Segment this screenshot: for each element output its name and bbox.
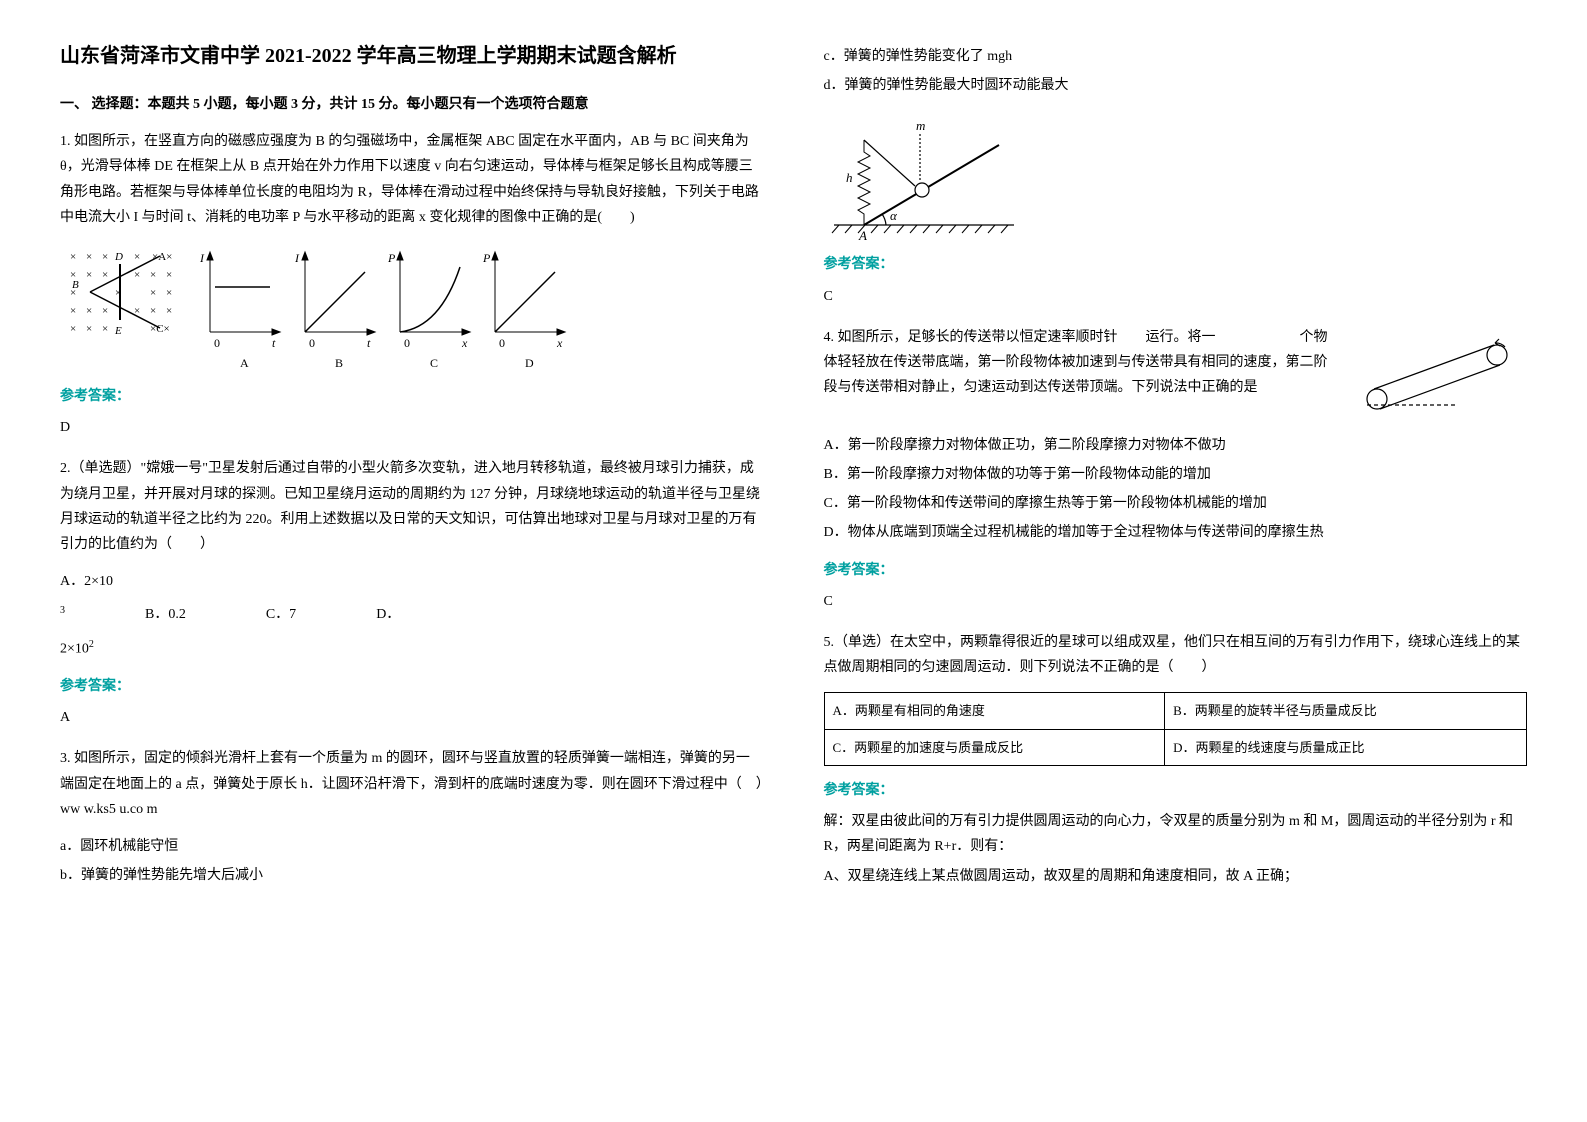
q5-solution-2: A、双星绕连线上某点做圆周运动，故双星的周期和角速度相同，故 A 正确； (824, 864, 1528, 889)
svg-text:x: x (556, 336, 563, 350)
svg-text:B: B (335, 356, 343, 370)
question-2: 2.（单选题）"嫦娥一号"卫星发射后通过自带的小型火箭多次变轨，进入地月转移轨道… (60, 456, 764, 557)
svg-text:C: C (430, 356, 438, 370)
q5-cell-D: D．两颗星的线速度与质量成正比 (1165, 729, 1527, 765)
q4-answer-label: 参考答案： (824, 558, 1528, 583)
svg-text:×: × (102, 251, 108, 263)
q2-answer-label: 参考答案： (60, 674, 764, 699)
svg-text:×: × (166, 287, 172, 299)
question-5: 5.（单选）在太空中，两颗靠得很近的星球可以组成双星，他们只在相互间的万有引力作… (824, 630, 1528, 680)
svg-text:×A×: ×A× (152, 251, 172, 263)
q1-diagram: ×××××A× ×××××× ×××× ×××××× ××××C× B D E … (60, 242, 580, 372)
q2-options-row: 3 B．0.2 C．7 D． (60, 602, 764, 628)
svg-text:×: × (86, 305, 92, 317)
svg-text:×: × (86, 323, 92, 335)
svg-text:×: × (102, 323, 108, 335)
svg-text:×: × (150, 287, 156, 299)
q3-opt-a: a．圆环机械能守恒 (60, 834, 764, 859)
svg-text:t: t (367, 336, 371, 350)
q2-optA-text: A．2×10 (60, 574, 113, 589)
svg-text:α: α (890, 208, 898, 223)
q5-cell-B: B．两颗星的旋转半径与质量成反比 (1165, 693, 1527, 729)
q3-diagram: m h α A (824, 110, 1024, 240)
svg-text:A: A (240, 356, 249, 370)
svg-text:×: × (134, 251, 140, 263)
q2-optD2-sup: 2 (89, 639, 94, 650)
svg-text:D: D (525, 356, 534, 370)
question-1: 1. 如图所示，在竖直方向的磁感应强度为 B 的匀强磁场中，金属框架 ABC 固… (60, 129, 764, 230)
q5-solution-1: 解：双星由彼此间的万有引力提供圆周运动的向心力，令双星的质量分别为 m 和 M，… (824, 809, 1528, 859)
q3-answer: C (824, 284, 1528, 309)
svg-text:×: × (102, 269, 108, 281)
svg-text:I: I (199, 251, 205, 265)
q5-cell-C-text: 两颗星的加速度与质量成反比 (854, 740, 1023, 755)
right-column: c．弹簧的弹性势能变化了 mgh d．弹簧的弹性势能最大时圆环动能最大 m (824, 40, 1528, 893)
svg-text:P: P (482, 251, 491, 265)
svg-text:x: x (461, 336, 468, 350)
q2-optD-cont: 2×102 (60, 636, 764, 662)
q5-cell-B-text: 两颗星的旋转半径与质量成反比 (1195, 703, 1377, 718)
q3-opt-c: c．弹簧的弹性势能变化了 mgh (824, 44, 1528, 69)
svg-text:I: I (294, 251, 300, 265)
svg-text:×: × (86, 269, 92, 281)
q3-opt-b: b．弹簧的弹性势能先增大后减小 (60, 863, 764, 888)
q2-optD2-text: 2×10 (60, 642, 89, 657)
svg-text:×: × (70, 305, 76, 317)
page-title: 山东省菏泽市文甫中学 2021-2022 学年高三物理上学期期末试题含解析 (60, 40, 764, 72)
svg-text:×: × (70, 251, 76, 263)
q5-cell-D-text: 两颗星的线速度与质量成正比 (1195, 740, 1364, 755)
svg-text:0: 0 (499, 336, 505, 350)
svg-text:A: A (858, 228, 867, 240)
q2-optC: C．7 (266, 602, 296, 628)
q4-opt-C: C．第一阶段物体和传送带间的摩擦生热等于第一阶段物体机械能的增加 (824, 491, 1528, 516)
svg-text:0: 0 (214, 336, 220, 350)
q1-answer-label: 参考答案： (60, 384, 764, 409)
q2-optA-sup: 3 (60, 602, 65, 628)
svg-text:×: × (150, 269, 156, 281)
q2-optB: B．0.2 (145, 602, 186, 628)
svg-text:P: P (387, 251, 396, 265)
question-3: 3. 如图所示，固定的倾斜光滑杆上套有一个质量为 m 的圆环，圆环与竖直放置的轻… (60, 746, 764, 822)
q2-option-a: A．2×10 (60, 569, 764, 594)
q5-cell-A-text: 两颗星有相同的角速度 (855, 703, 985, 718)
q2-optD: D． (376, 602, 400, 628)
svg-text:D: D (114, 251, 123, 263)
section-1-title: 一、 选择题：本题共 5 小题，每小题 3 分，共计 15 分。每小题只有一个选… (60, 92, 764, 117)
svg-text:×: × (134, 269, 140, 281)
svg-text:×: × (166, 269, 172, 281)
q3-opt-d: d．弹簧的弹性势能最大时圆环动能最大 (824, 73, 1528, 98)
q3-answer-label: 参考答案： (824, 252, 1528, 277)
svg-text:0: 0 (404, 336, 410, 350)
q5-cell-C: C．两颗星的加速度与质量成反比 (824, 729, 1165, 765)
svg-text:×: × (70, 323, 76, 335)
left-column: 山东省菏泽市文甫中学 2021-2022 学年高三物理上学期期末试题含解析 一、… (60, 40, 764, 893)
svg-text:B: B (72, 279, 79, 291)
q4-answer: C (824, 589, 1528, 614)
q4-diagram (1347, 337, 1527, 417)
svg-text:×: × (150, 305, 156, 317)
svg-text:E: E (114, 325, 122, 337)
q4-opt-B: B．第一阶段摩擦力对物体做的功等于第一阶段物体动能的增加 (824, 462, 1528, 487)
svg-text:h: h (846, 170, 853, 185)
svg-text:×: × (86, 251, 92, 263)
q1-answer: D (60, 415, 764, 440)
svg-text:m: m (916, 118, 925, 133)
q4-opt-D: D．物体从底端到顶端全过程机械能的增加等于全过程物体与传送带间的摩擦生热 (824, 520, 1528, 545)
svg-text:×: × (166, 305, 172, 317)
q5-answer-label: 参考答案： (824, 778, 1528, 803)
q5-cell-A: A．两颗星有相同的角速度 (824, 693, 1165, 729)
q4-opt-A: A．第一阶段摩擦力对物体做正功，第二阶段摩擦力对物体不做功 (824, 433, 1528, 458)
svg-text:×: × (102, 305, 108, 317)
svg-text:0: 0 (309, 336, 315, 350)
q5-options-table: A．两颗星有相同的角速度 B．两颗星的旋转半径与质量成反比 C．两颗星的加速度与… (824, 692, 1528, 766)
svg-text:t: t (272, 336, 276, 350)
q2-answer: A (60, 705, 764, 730)
